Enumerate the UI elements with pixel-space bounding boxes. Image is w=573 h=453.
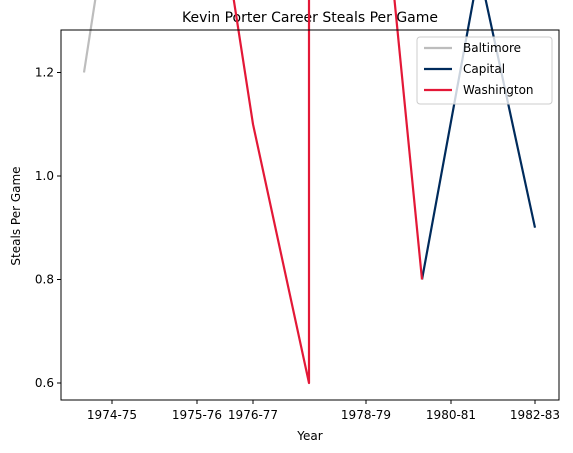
x-tick-label: 1982-83 [510,408,560,422]
legend-box [416,36,553,105]
x-axis-label: Year [296,429,322,443]
series-baltimore-line-0 [82,0,97,73]
series-capital-line-1 [420,0,537,280]
x-tick-label: 1974-75 [87,408,137,422]
x-tick-label: 1978-79 [341,408,391,422]
y-axis-label: Steals Per Game [9,166,23,265]
x-tick-label: 1975-76 [172,408,222,422]
y-tick-label: 0.8 [35,273,54,287]
x-tick-label: 1980-81 [426,408,476,422]
y-tick-label: 1.0 [35,169,54,183]
x-tick-label: 1976-77 [228,408,278,422]
legend-label-baltimore: Baltimore [463,41,521,55]
y-tick-label: 0.6 [35,376,54,390]
legend-label-capital: Capital [463,62,505,76]
plot-frame [60,29,560,401]
legend: Baltimore Capital Washington [416,36,553,105]
series-layer [82,0,537,385]
axes-layer: 1974-75 1975-76 1976-77 1978-79 1980-81 1982-… [35,29,560,422]
series-washington-line-1 [393,0,424,280]
y-tick-label: 1.2 [35,66,54,80]
legend-label-washington: Washington [463,83,534,97]
series-washington-line-0 [232,0,311,385]
